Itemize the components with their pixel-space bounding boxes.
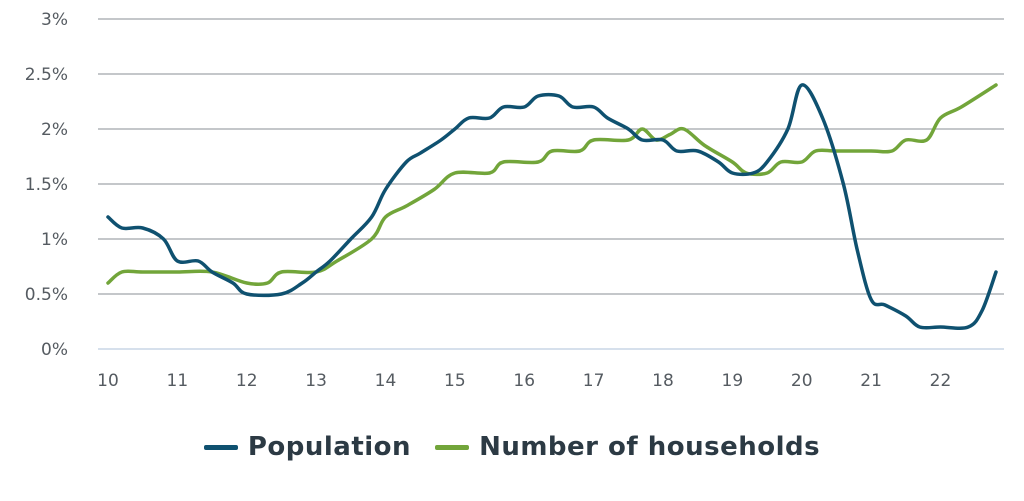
y-axis-ticks: 0% 0.5% 1% 1.5% 2% 2.5% 3%: [25, 10, 68, 360]
y-tick-label: 1%: [41, 230, 68, 250]
x-axis-ticks: 10 11 12 13 14 15 16 17 18 19 20 21 22: [97, 371, 951, 391]
y-tick-label: 0.5%: [25, 285, 68, 305]
x-tick-label: 15: [444, 371, 466, 391]
y-tick-label: 2.5%: [25, 65, 68, 85]
x-tick-label: 12: [236, 371, 258, 391]
legend-item-households: Number of households: [435, 432, 820, 462]
x-tick-label: 16: [513, 371, 535, 391]
y-tick-label: 2%: [41, 120, 68, 140]
series-line-households: [106, 83, 998, 287]
x-tick-label: 20: [791, 371, 813, 391]
series-line-population: [106, 83, 998, 330]
legend: Population Number of households: [0, 432, 1024, 462]
x-tick-label: 14: [375, 371, 397, 391]
legend-swatch-households: [435, 444, 470, 450]
x-tick-label: 22: [930, 371, 952, 391]
x-tick-label: 13: [305, 371, 327, 391]
series-lines: [106, 83, 998, 330]
x-tick-label: 18: [652, 371, 674, 391]
x-tick-label: 17: [583, 371, 605, 391]
legend-item-population: Population: [203, 432, 412, 462]
y-tick-label: 0%: [41, 340, 68, 360]
legend-label-households: Number of households: [479, 432, 821, 462]
x-tick-label: 21: [860, 371, 882, 391]
grid-lines: [98, 18, 1004, 350]
legend-label-population: Population: [247, 432, 412, 462]
x-tick-label: 19: [722, 371, 744, 391]
x-tick-label: 10: [97, 371, 119, 391]
x-tick-label: 11: [167, 371, 189, 391]
y-tick-label: 1.5%: [25, 175, 68, 195]
y-tick-label: 3%: [41, 10, 68, 30]
legend-swatch-population: [203, 444, 238, 450]
